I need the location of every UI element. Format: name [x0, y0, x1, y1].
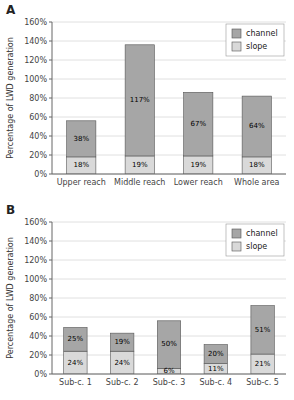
bar	[204, 364, 227, 374]
bar	[251, 306, 274, 354]
grid-line	[52, 298, 286, 299]
y-tick-label: 120%	[24, 256, 47, 265]
bar	[125, 45, 154, 156]
x-tick-label: Sub-c. 5	[246, 378, 279, 387]
y-tick-label: 20%	[29, 151, 47, 160]
legend-swatch	[232, 229, 241, 238]
data-label: 24%	[68, 359, 84, 367]
y-tick-label: 100%	[24, 75, 47, 84]
y-tick-label: 140%	[24, 237, 47, 246]
legend-frame	[226, 224, 284, 256]
bar	[125, 156, 154, 174]
bar	[157, 321, 180, 369]
legend-swatch	[232, 242, 241, 251]
y-tick-label: 160%	[24, 18, 47, 27]
data-label: 67%	[190, 120, 206, 128]
data-label: 19%	[132, 161, 148, 169]
data-label: 21%	[255, 360, 271, 368]
x-axis	[52, 174, 286, 175]
y-axis-label: Percentage of LWD generation	[6, 237, 15, 359]
panel-title: B	[6, 203, 15, 217]
y-axis-label: Percentage of LWD generation	[6, 37, 15, 159]
legend-label: slope	[246, 42, 267, 51]
y-tick-label: 80%	[29, 94, 47, 103]
data-labels: 18% 19% 19% 18% 38% 117% 67% 64%	[73, 96, 264, 169]
legend-swatch	[232, 42, 241, 51]
bars	[67, 45, 272, 174]
y-axis	[52, 22, 53, 174]
data-label: 25%	[68, 335, 84, 343]
y-tick-label: 40%	[29, 332, 47, 341]
bar	[67, 157, 96, 174]
bar	[64, 327, 87, 351]
bar	[67, 121, 96, 157]
bar	[111, 351, 134, 374]
data-label: 18%	[73, 161, 89, 169]
data-label: 11%	[208, 365, 224, 373]
data-label: 50%	[161, 340, 177, 348]
data-label: 24%	[114, 359, 130, 367]
grid-line	[52, 79, 286, 80]
y-axis	[52, 222, 53, 374]
y-tick-label: 100%	[24, 275, 47, 284]
grid-line	[52, 279, 286, 280]
bar	[242, 157, 271, 174]
y-tick-label: 0%	[34, 170, 47, 179]
bar	[204, 345, 227, 364]
legend-label: channel	[246, 229, 278, 238]
grid-line	[52, 222, 286, 223]
x-tick-label: Sub-c. 3	[153, 378, 186, 387]
grid-line	[52, 174, 286, 175]
grid-line	[52, 374, 286, 375]
data-label: 18%	[249, 161, 265, 169]
y-tick-label: 120%	[24, 56, 47, 65]
legend-swatch	[232, 29, 241, 38]
data-label: 64%	[249, 122, 265, 130]
data-label: 117%	[130, 96, 150, 104]
y-tick-label: 40%	[29, 132, 47, 141]
x-tick-label: Middle reach	[114, 178, 165, 187]
y-tick-label: 140%	[24, 37, 47, 46]
y-tick-label: 20%	[29, 351, 47, 360]
data-label: 19%	[190, 161, 206, 169]
y-tick-label: 60%	[29, 313, 47, 322]
y-tick-label: 80%	[29, 294, 47, 303]
legend-frame	[226, 24, 284, 56]
data-label: 38%	[73, 135, 89, 143]
y-tick-label: 60%	[29, 113, 47, 122]
figure: A 0% 20% 40% 60% 80% 100% 120% 140% 160% Percentag…	[0, 0, 294, 400]
x-tick-label: Sub-c. 1	[59, 378, 92, 387]
x-tick-label: Sub-c. 2	[106, 378, 139, 387]
legend: channel slope	[226, 224, 284, 256]
grid-line	[52, 22, 286, 23]
bar	[184, 92, 213, 156]
data-labels: 24%24%6%11%21%25%19%50%20%51%	[68, 326, 271, 375]
x-tick-label: Sub-c. 4	[199, 378, 232, 387]
bar	[251, 354, 274, 374]
bar	[64, 351, 87, 374]
panel-title: A	[6, 3, 16, 17]
legend: channel slope	[226, 24, 284, 56]
bar	[184, 156, 213, 174]
bar	[111, 333, 134, 351]
y-tick-label: 0%	[34, 370, 47, 379]
panel: B 0% 20% 40% 60% 80% 100% 120% 140% 160% Percentag…	[6, 203, 287, 387]
grid-line	[52, 260, 286, 261]
x-tick-label: Upper reach	[57, 178, 106, 187]
x-tick-label: Whole area	[234, 178, 280, 187]
data-label: 51%	[255, 326, 271, 334]
data-label: 19%	[114, 338, 130, 346]
bars	[64, 306, 275, 374]
legend-label: channel	[246, 29, 278, 38]
grid-line	[52, 60, 286, 61]
panel: A 0% 20% 40% 60% 80% 100% 120% 140% 160% Percentag…	[6, 3, 287, 187]
bar	[242, 96, 271, 157]
legend-label: slope	[246, 242, 267, 251]
x-axis	[52, 374, 286, 375]
data-label: 20%	[208, 350, 224, 358]
y-tick-label: 160%	[24, 218, 47, 227]
x-tick-label: Lower reach	[174, 178, 223, 187]
